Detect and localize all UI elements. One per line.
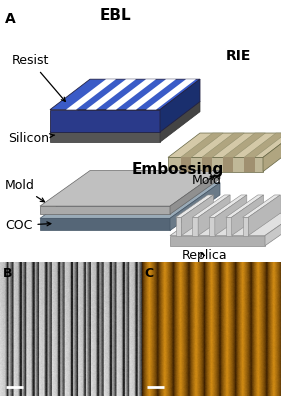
Polygon shape	[226, 217, 232, 236]
Polygon shape	[168, 157, 263, 172]
Polygon shape	[209, 217, 215, 236]
Text: Replica: Replica	[182, 249, 228, 262]
Polygon shape	[168, 133, 281, 157]
Polygon shape	[176, 217, 182, 236]
Polygon shape	[40, 170, 220, 206]
Polygon shape	[170, 170, 220, 214]
Text: RIE: RIE	[225, 49, 251, 63]
Text: A: A	[5, 12, 16, 26]
Text: Silicon: Silicon	[8, 132, 55, 144]
Polygon shape	[86, 79, 136, 110]
Text: EBL: EBL	[99, 8, 131, 23]
Polygon shape	[40, 218, 170, 230]
Text: Embossing: Embossing	[132, 162, 224, 178]
Polygon shape	[192, 217, 198, 236]
Text: B: B	[3, 267, 12, 280]
Polygon shape	[209, 195, 247, 217]
Text: Mold: Mold	[5, 179, 44, 202]
Polygon shape	[192, 195, 230, 217]
Polygon shape	[232, 195, 264, 236]
Polygon shape	[106, 79, 156, 110]
Polygon shape	[126, 79, 176, 110]
Polygon shape	[170, 213, 281, 236]
Polygon shape	[182, 195, 213, 236]
Polygon shape	[226, 195, 264, 217]
Polygon shape	[66, 79, 116, 110]
Polygon shape	[263, 133, 281, 172]
Polygon shape	[160, 79, 200, 132]
Polygon shape	[50, 79, 200, 110]
Polygon shape	[223, 133, 266, 157]
Text: C: C	[145, 267, 154, 280]
Text: Resist: Resist	[12, 54, 65, 102]
Polygon shape	[248, 195, 280, 236]
Polygon shape	[223, 157, 234, 172]
Polygon shape	[244, 133, 281, 157]
Polygon shape	[202, 133, 244, 157]
Polygon shape	[265, 213, 281, 246]
Polygon shape	[215, 195, 247, 236]
Polygon shape	[146, 79, 196, 110]
Polygon shape	[198, 195, 230, 236]
Polygon shape	[160, 102, 200, 142]
Polygon shape	[170, 236, 265, 246]
Polygon shape	[243, 217, 248, 236]
Text: COC: COC	[5, 219, 51, 232]
Polygon shape	[181, 133, 223, 157]
Polygon shape	[40, 206, 170, 214]
Polygon shape	[176, 195, 213, 217]
Polygon shape	[170, 183, 220, 230]
Polygon shape	[181, 157, 191, 172]
Polygon shape	[50, 102, 200, 132]
Polygon shape	[50, 132, 160, 142]
Polygon shape	[244, 157, 255, 172]
Polygon shape	[40, 183, 220, 218]
Polygon shape	[202, 157, 212, 172]
Text: Mold: Mold	[192, 174, 222, 187]
Polygon shape	[243, 195, 280, 217]
Polygon shape	[50, 110, 160, 132]
